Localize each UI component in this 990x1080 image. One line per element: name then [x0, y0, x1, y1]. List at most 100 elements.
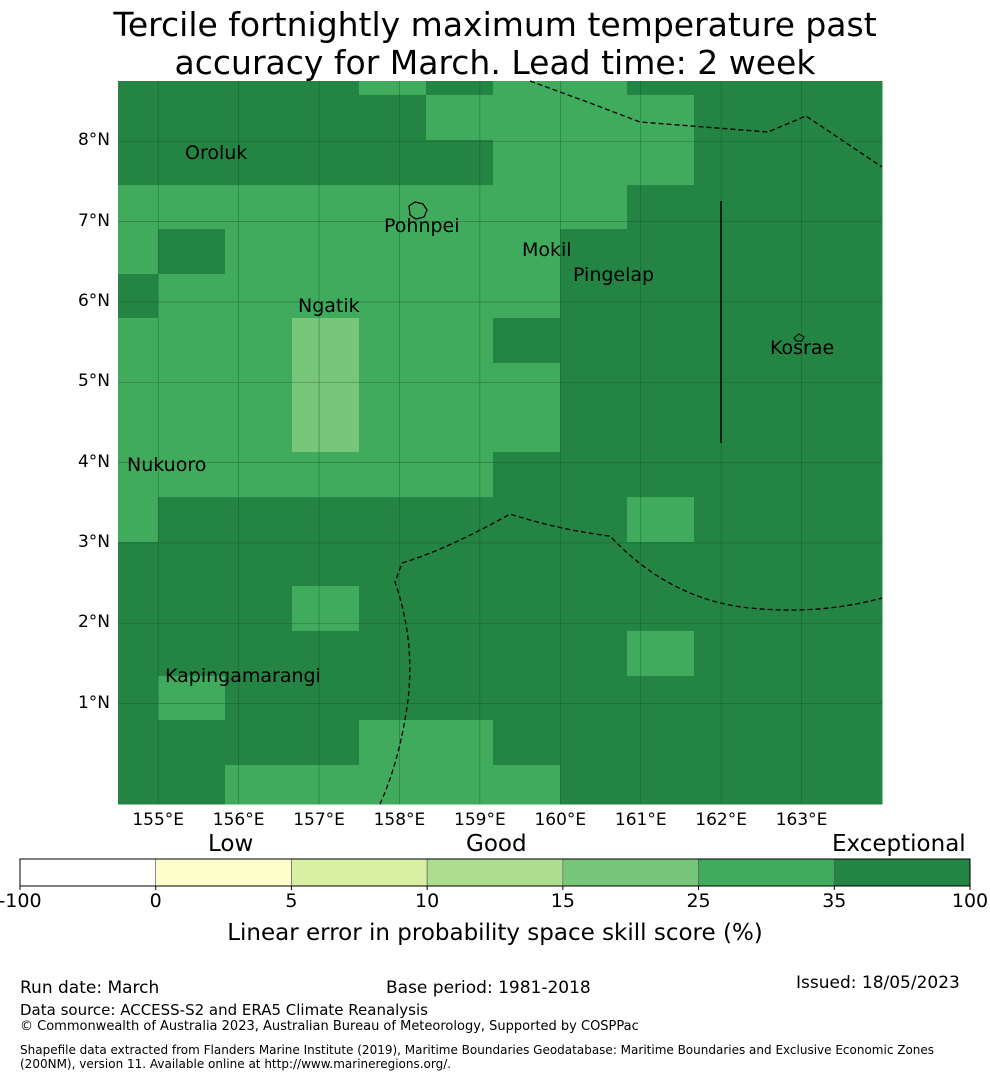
grid-cell [627, 95, 695, 141]
run-date: Run date: March [20, 978, 160, 998]
colorbar-tick-label: 100 [951, 890, 989, 912]
colorbar-tick-label: 25 [686, 890, 711, 912]
shapefile-credit-line-2: (200NM), version 11. Available online at… [20, 1057, 452, 1071]
grid-cell [359, 452, 427, 498]
grid-cell [426, 676, 494, 721]
colorbar-segment [155, 858, 292, 887]
issued-date: Issued: 18/05/2023 [796, 973, 960, 993]
grid-cell [118, 676, 159, 721]
grid-cell [426, 95, 494, 141]
grid-cell [493, 140, 561, 186]
grid-cell [560, 229, 628, 275]
grid-cell [359, 185, 427, 230]
colorbar-label-exceptional: Exceptional [832, 831, 966, 857]
grid-cell [560, 363, 628, 409]
grid-cell [359, 586, 427, 632]
grid-cell [359, 676, 427, 721]
grid-cell [493, 185, 561, 230]
lat-tick-label: 3°N [77, 531, 110, 552]
grid-cell [627, 765, 695, 805]
base-period: Base period: 1981-2018 [386, 978, 591, 998]
shapefile-credit-line-1: Shapefile data extracted from Flanders M… [20, 1043, 935, 1057]
grid-cell [158, 185, 226, 230]
grid-cell [158, 408, 226, 453]
grid-cell [225, 274, 293, 319]
grid-cell [627, 140, 695, 186]
grid-cell [292, 542, 360, 587]
data-source: Data source: ACCESS-S2 and ERA5 Climate … [20, 1001, 428, 1019]
grid-cell [627, 185, 695, 230]
colorbar-tick-label: 35 [822, 890, 847, 912]
grid-cell [627, 363, 695, 409]
grid-cell [359, 274, 427, 319]
grid-cell [694, 497, 762, 543]
grid-cell [761, 720, 883, 766]
grid-cell [761, 765, 883, 805]
grid-cell [359, 408, 427, 453]
lat-tick-label: 2°N [77, 612, 110, 633]
grid-cell [694, 318, 762, 364]
lat-tick-label: 6°N [77, 290, 110, 311]
grid-cell [292, 452, 360, 498]
grid-cell [761, 185, 883, 230]
grid-cell [426, 229, 494, 275]
grid-cell [359, 95, 427, 141]
grid-cell [426, 318, 494, 364]
grid-cell [493, 586, 561, 632]
grid-cell [694, 765, 762, 805]
grid-cell [225, 229, 293, 275]
place-label: Mokil [522, 239, 572, 261]
grid-cell [118, 95, 159, 141]
grid-cell [158, 586, 226, 632]
grid-cell [225, 318, 293, 364]
grid-cell [493, 229, 561, 275]
pohnpei-outline [408, 201, 428, 220]
place-label: Pohnpei [384, 215, 460, 237]
lon-tick-label: 156°E [212, 810, 265, 830]
grid-cell [225, 497, 293, 543]
grid-cell [118, 497, 159, 543]
grid-cell [694, 363, 762, 409]
grid-cell [292, 140, 360, 186]
grid-cell [627, 81, 695, 96]
lon-tick-label: 159°E [454, 810, 506, 830]
grid-cell [627, 631, 695, 677]
grid-cell [627, 676, 695, 721]
grid-cell [426, 274, 494, 319]
grid-cell [694, 676, 762, 721]
grid-cell [118, 318, 159, 364]
colorbar-tick-label: 15 [550, 890, 575, 912]
grid-cell [493, 765, 561, 805]
grid-cell [627, 229, 695, 275]
grid-cell [560, 586, 628, 632]
grid-cell [493, 452, 561, 498]
grid-cell [118, 720, 159, 766]
place-label: Oroluk [185, 142, 248, 164]
grid-cell [225, 765, 293, 805]
colorbar-label-good: Good [466, 831, 527, 857]
grid-cell [627, 318, 695, 364]
lat-tick-label: 7°N [77, 210, 110, 231]
lon-tick-label: 161°E [614, 810, 667, 830]
grid-cell [694, 95, 762, 141]
grid-cell [225, 408, 293, 453]
grid-cell [359, 140, 427, 186]
grid-cell [359, 318, 427, 364]
grid-cell [359, 542, 427, 587]
place-label: Ngatik [298, 295, 360, 317]
grid-cell [627, 720, 695, 766]
grid-cell [118, 452, 159, 498]
grid-cell [694, 229, 762, 275]
title-line-1: Tercile fortnightly maximum temperature … [113, 5, 877, 44]
grid-cell [292, 81, 360, 96]
grid-cell [493, 318, 561, 364]
grid-cell [694, 185, 762, 230]
grid-cell [694, 408, 762, 453]
grid-cell [627, 452, 695, 498]
colorbar-segment [562, 858, 699, 887]
grid-cell [158, 676, 226, 721]
grid-cell [426, 363, 494, 409]
grid-cell [225, 631, 293, 677]
grid-cell [426, 542, 494, 587]
